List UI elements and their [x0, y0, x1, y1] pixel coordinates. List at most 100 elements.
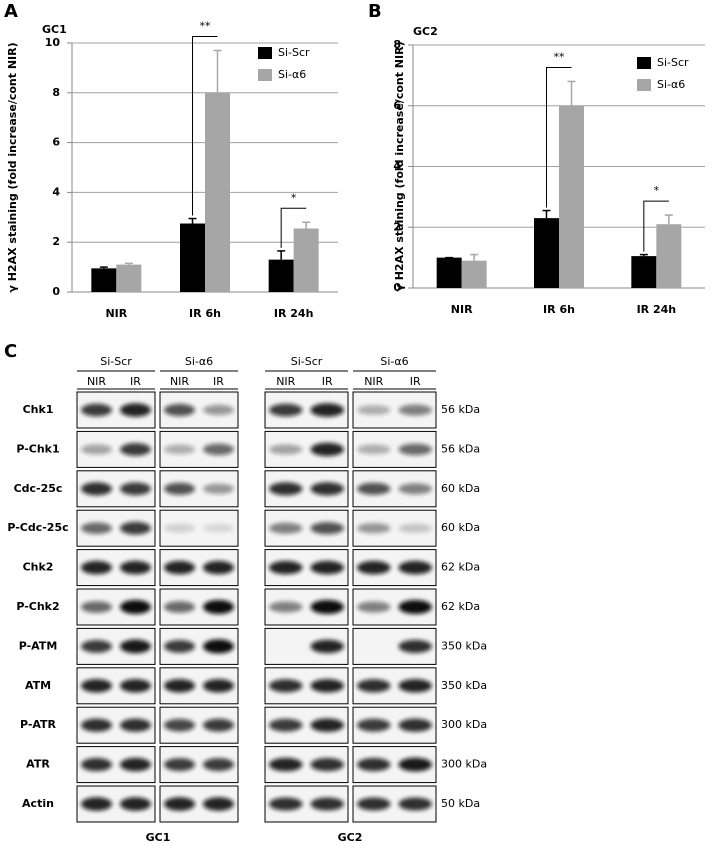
blot-band: [81, 797, 112, 811]
bar: [180, 223, 205, 292]
blot-band: [398, 600, 432, 614]
blot-band: [398, 679, 432, 693]
legend-swatch: [258, 69, 272, 81]
lane-label: IR: [130, 375, 141, 388]
y-axis-label: γ H2AX staining (fold increase/cont NIR): [6, 42, 19, 292]
error-bar: [124, 262, 133, 265]
bar: [91, 268, 117, 292]
y-tick-label: 8: [52, 86, 60, 99]
blot-band: [269, 444, 303, 455]
bar: [293, 228, 319, 292]
blot-band: [203, 483, 234, 494]
blot-band: [164, 758, 195, 771]
blot-band: [269, 797, 303, 811]
protein-label: ATM: [25, 679, 51, 692]
blot-band: [81, 758, 112, 772]
blot-band: [357, 758, 391, 772]
blot-band: [203, 679, 234, 693]
protein-label: Chk2: [23, 561, 54, 574]
size-label: 300 kDa: [441, 718, 487, 731]
x-tick-label: IR 6h: [543, 303, 575, 316]
y-axis-label: γ H2AX staining (fold increase/cont NIR): [393, 41, 406, 291]
lane-label: NIR: [170, 375, 189, 388]
blot-band: [120, 600, 151, 614]
blot-band: [120, 797, 151, 811]
y-tick-label: 4: [393, 160, 401, 173]
size-label: 350 kDa: [441, 679, 487, 692]
blot-band: [310, 758, 344, 772]
protein-label: Cdc-25c: [14, 482, 63, 495]
blot-band: [310, 797, 344, 811]
blot-band: [310, 482, 344, 496]
legend-label: Si-α6: [278, 68, 306, 81]
bar: [268, 259, 294, 292]
y-tick-label: 0: [52, 285, 60, 298]
blot-band: [398, 757, 432, 772]
panel-letter: A: [4, 1, 18, 22]
y-tick-label: 6: [393, 99, 401, 112]
legend-swatch: [637, 57, 651, 69]
blot-band: [164, 601, 195, 613]
blot-band: [310, 679, 344, 693]
error-bar: [664, 214, 673, 225]
blot-band: [269, 679, 303, 693]
blot-band: [310, 442, 344, 457]
blot-band: [310, 403, 344, 417]
lane-label: IR: [213, 375, 224, 388]
cell-line-label: GC1: [146, 831, 171, 844]
lane-label: IR: [322, 375, 333, 388]
bar: [534, 218, 559, 288]
y-tick-label: 10: [45, 36, 61, 49]
panel-letter: C: [4, 341, 17, 362]
blot-band: [81, 640, 112, 653]
size-label: 50 kDa: [441, 797, 480, 810]
blot-band: [120, 679, 151, 693]
legend-label: Si-Scr: [278, 46, 310, 59]
lane-label: IR: [410, 375, 421, 388]
blot-band: [357, 444, 391, 455]
blot-band: [357, 718, 391, 732]
blot-band: [357, 560, 391, 575]
blot-band: [203, 797, 234, 811]
blot-band: [164, 403, 195, 417]
significance-bracket: [280, 207, 307, 248]
protein-label: Chk1: [23, 403, 54, 416]
blot-band: [310, 639, 344, 654]
blot-band: [398, 797, 432, 811]
blot-band: [357, 523, 391, 534]
bar: [436, 257, 462, 288]
bar: [559, 105, 584, 288]
legend-swatch: [258, 47, 272, 59]
blot-band: [203, 404, 234, 416]
blot-band: [203, 443, 234, 456]
significance-label: **: [200, 19, 212, 32]
x-tick-label: IR 24h: [274, 307, 314, 320]
blot-band: [164, 718, 195, 732]
size-label: 60 kDa: [441, 482, 480, 495]
blot-band: [203, 560, 234, 575]
x-tick-label: IR 24h: [637, 303, 677, 316]
blot-band: [203, 523, 234, 533]
blot-band: [120, 443, 151, 456]
blot-band: [310, 718, 344, 732]
blot-band: [398, 443, 432, 456]
condition-label: Si-Scr: [291, 355, 323, 368]
legend-label: Si-Scr: [657, 56, 689, 69]
blot-band: [269, 482, 303, 496]
bar: [656, 224, 682, 288]
error-bar: [302, 221, 311, 229]
blot-band: [120, 757, 151, 772]
blot-band: [81, 560, 112, 575]
size-label: 300 kDa: [441, 758, 487, 771]
blot-band: [81, 444, 112, 455]
blot-band: [269, 718, 303, 732]
x-tick-label: NIR: [451, 303, 473, 316]
protein-label: P-ATR: [20, 718, 57, 731]
error-bar: [567, 80, 576, 106]
blot-band: [310, 522, 344, 535]
y-tick-label: 0: [393, 281, 401, 294]
blot-band: [164, 444, 195, 455]
lane-label: NIR: [276, 375, 295, 388]
